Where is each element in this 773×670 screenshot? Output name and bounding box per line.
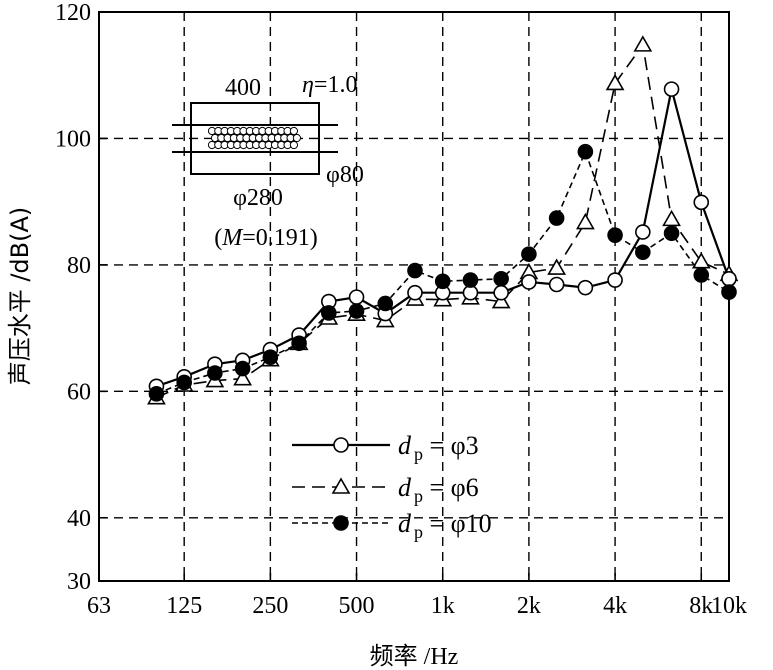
y-tick-label: 120	[55, 0, 91, 26]
y-tick-labels: 30 40 60 80 100 120	[55, 0, 91, 595]
eta-value: =1.0	[314, 72, 358, 98]
series-2-point	[491, 291, 511, 309]
series-3-point	[663, 225, 680, 242]
y-tick-label: 30	[67, 569, 91, 595]
series-1-point	[548, 276, 565, 293]
series-layer	[147, 35, 739, 405]
x-tick-label: 1k	[431, 593, 455, 619]
series-3-point	[577, 143, 594, 160]
series-2-point	[662, 209, 681, 227]
series-3-point	[207, 365, 223, 381]
y-tick-label: 100	[55, 126, 91, 152]
x-tick-label: 4k	[603, 593, 627, 619]
legend-value: = φ10	[423, 509, 492, 538]
series-3-point	[262, 349, 279, 365]
y-tick-label: 60	[67, 379, 91, 405]
inset-diagram: 400 η=1.0 φ280 φ80 (M=0.191)	[172, 72, 364, 251]
series-1-point	[577, 279, 594, 296]
legend-subscript: p	[414, 486, 423, 506]
series-1-point	[407, 284, 423, 301]
series-3-point	[693, 267, 710, 283]
legend-symbol: d	[398, 473, 412, 502]
x-tick-label: 63	[87, 593, 111, 619]
y-axis-label: 声压水平 /dB(A)	[6, 207, 34, 386]
series-3-point	[407, 262, 423, 279]
series-3-point	[377, 295, 394, 312]
series-1-point	[693, 194, 710, 211]
legend-marker-3	[333, 515, 349, 531]
axis-ticks	[98, 11, 730, 582]
series-3-point	[635, 244, 651, 261]
series-3-point	[607, 227, 623, 243]
series-2-point	[233, 369, 253, 386]
series-1-point	[521, 274, 537, 290]
legend-symbol: d	[398, 509, 412, 538]
series-2-point	[633, 35, 653, 52]
series-1-point	[635, 224, 651, 240]
legend-value: = φ6	[423, 473, 479, 502]
series-3-point	[434, 273, 451, 290]
x-tick-label: 250	[252, 593, 288, 619]
x-tick-label: 10k	[711, 593, 747, 619]
inset-porosity-label: (M=0.191)	[214, 225, 318, 251]
series-3-point	[462, 272, 479, 288]
particle-icon	[292, 133, 301, 143]
series-1	[148, 81, 737, 395]
series-3-point	[348, 303, 365, 319]
series-1-point	[663, 81, 680, 97]
series-2-point	[547, 258, 567, 275]
particle-icon	[289, 126, 298, 136]
series-2-point	[691, 252, 711, 269]
inset-length-label: 400	[225, 75, 261, 101]
series-3-point	[548, 210, 565, 226]
y-tick-label: 40	[67, 506, 91, 532]
inset-eta-label: η=1.0	[302, 72, 357, 98]
series-3-point	[493, 270, 509, 287]
series-3-line	[156, 149, 730, 395]
series-3-point	[291, 335, 307, 352]
x-tick-label: 500	[339, 593, 375, 619]
legend-value: = φ3	[423, 431, 479, 460]
silencer-body	[190, 102, 320, 175]
series-2-point	[605, 73, 625, 91]
porosity-open: (	[214, 225, 222, 251]
x-tick-label: 125	[166, 593, 202, 619]
series-2-line	[156, 42, 730, 399]
porosity-symbol: M	[221, 225, 244, 251]
inset-outer-diameter-label: φ280	[233, 185, 283, 211]
x-tick-label: 2k	[517, 593, 541, 619]
legend-marker-1	[333, 437, 349, 453]
series-3	[148, 143, 737, 402]
y-tick-label: 80	[67, 253, 91, 279]
inset-inner-diameter-label: φ80	[326, 162, 364, 188]
legend-subscript: p	[414, 444, 423, 464]
particle-bed	[207, 126, 301, 150]
series-3-point	[721, 284, 737, 300]
x-axis-label: 频率 /Hz	[370, 643, 459, 670]
legend-symbol: d	[398, 431, 412, 460]
legend-marker-2	[331, 477, 351, 494]
particle-icon	[289, 140, 298, 150]
series-3-point	[521, 246, 537, 262]
porosity-value: =0.191)	[242, 225, 318, 251]
series-1-point	[348, 289, 365, 305]
series-1-point	[607, 272, 623, 288]
series-1-point	[493, 284, 509, 301]
series-3-point	[321, 305, 337, 321]
series-3-point	[148, 386, 165, 402]
eta-symbol: η	[302, 72, 314, 98]
legend-subscript: p	[414, 522, 423, 542]
series-3-point	[234, 360, 251, 377]
x-tick-label: 8k	[689, 593, 713, 619]
series-1-point	[721, 270, 737, 287]
series-2-point	[575, 212, 595, 230]
series-3-point	[176, 374, 192, 391]
